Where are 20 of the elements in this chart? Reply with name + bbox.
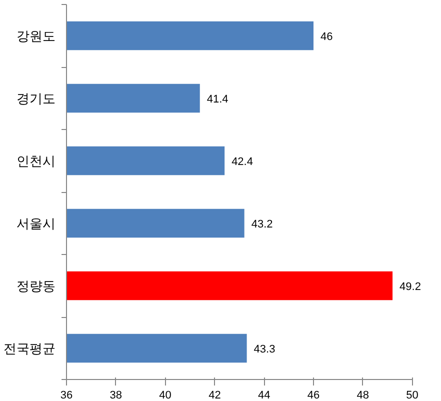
x-tick-label: 46 <box>307 390 320 401</box>
x-tick-label: 44 <box>258 390 270 401</box>
data-label: 49.2 <box>400 280 421 293</box>
x-tick-label: 42 <box>208 390 221 401</box>
data-label: 42.4 <box>232 156 253 168</box>
x-tick-label: 40 <box>159 390 172 401</box>
x-tick-label: 36 <box>60 390 73 401</box>
data-label: 43.2 <box>251 218 273 230</box>
data-label: 43.3 <box>254 343 276 356</box>
y-tick-label: 전국평균 <box>4 340 56 356</box>
y-tick-label: 강원도 <box>16 28 56 44</box>
data-label: 46 <box>320 30 333 43</box>
x-tick-label: 48 <box>356 390 370 401</box>
y-tick-label: 서울시 <box>16 216 56 231</box>
x-tick-label: 38 <box>110 390 122 401</box>
y-tick-label: 정량동 <box>16 278 56 294</box>
y-tick-label: 경기도 <box>16 90 56 106</box>
x-tick-label: 50 <box>406 390 418 401</box>
data-label: 41.4 <box>206 93 228 106</box>
y-tick-label: 인천시 <box>16 153 56 168</box>
